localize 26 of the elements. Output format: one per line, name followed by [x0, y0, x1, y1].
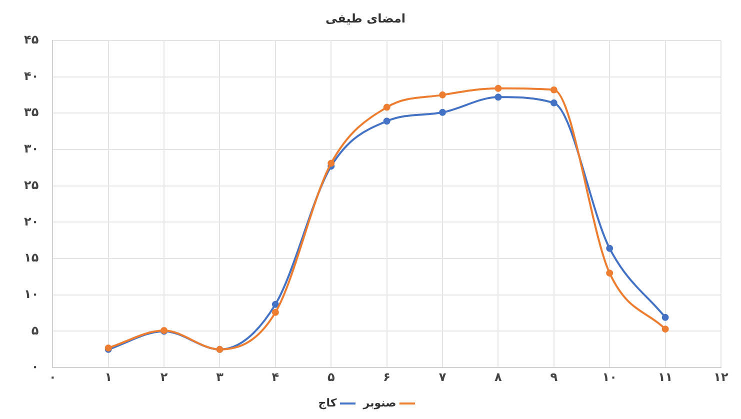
- x-tick-label: ۸: [494, 370, 503, 384]
- x-tick-label: ۲: [160, 370, 168, 384]
- legend-label: کاج: [318, 396, 338, 410]
- y-tick-label: ۴۵: [24, 32, 39, 47]
- x-tick-label: ۳: [216, 370, 224, 384]
- y-tick-label: ۰: [31, 360, 39, 374]
- y-tick-label: ۴۰: [24, 68, 39, 83]
- x-tick-label: ۶: [383, 370, 390, 384]
- y-tick-label: ۱۰: [24, 287, 39, 302]
- x-tick-label: ۱۲: [714, 370, 729, 384]
- y-tick-label: ۱۵: [24, 250, 39, 265]
- legend-label: صنوبر: [362, 396, 396, 410]
- y-tick-label: ۳۰: [24, 142, 39, 156]
- x-tick-label: ۱: [104, 370, 112, 384]
- x-tick-label: ۵: [327, 370, 335, 384]
- x-tick-label: ۰: [48, 370, 56, 384]
- y-tick-label: ۲۵: [24, 178, 39, 192]
- x-tick-label: ۱۰: [602, 370, 617, 384]
- x-tick-label: ۴: [272, 370, 280, 384]
- y-tick-label: ۵: [31, 323, 39, 338]
- chart-title: امضای طیفی: [325, 11, 406, 26]
- x-tick-label: ۱۱: [658, 370, 673, 384]
- y-tick-label: ۳۵: [24, 105, 39, 120]
- x-tick-label: ۹: [550, 370, 558, 384]
- x-tick-label: ۷: [438, 370, 447, 384]
- y-tick-label: ۲۰: [24, 214, 39, 228]
